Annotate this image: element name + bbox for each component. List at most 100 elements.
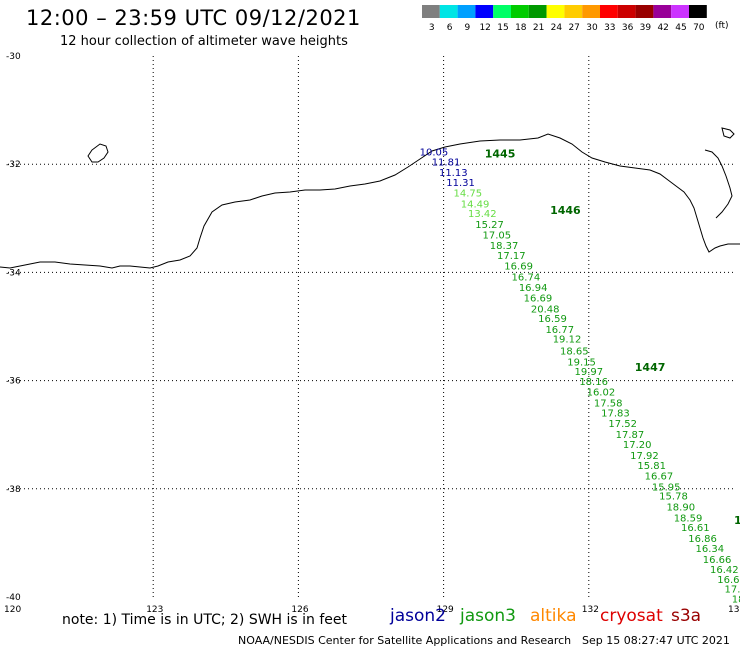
coastline [0,127,740,269]
swh-observation: 15.78 [659,492,688,503]
footer-timestamp: Sep 15 08:27:47 UTC 2021 [582,634,730,647]
swh-observation: 16.66 [703,555,732,566]
swh-observation: 19.15 [567,357,596,368]
swh-observation: 16.69 [524,294,553,305]
swh-observation: 10.05 [420,148,449,159]
cape-fragment [721,127,735,139]
swh-observation: 11.31 [446,178,475,189]
pass-time-label: 1447 [635,361,666,374]
lon-tick-label: 135 [728,605,740,615]
legend-bin-label: 21 [533,23,544,33]
legend-bin-label: 39 [640,23,652,33]
legend-altika: altika [530,606,577,626]
legend-bin-label: 24 [551,23,563,33]
swh-observation: 17.38 [725,585,740,596]
swh-observation: 17.83 [601,408,630,419]
legend-bin-label: 42 [657,23,668,33]
australia-south-coast [0,133,740,269]
legend-jason3: jason3 [460,606,516,626]
swh-observation: 16.61 [681,523,710,534]
lon-tick-label: 126 [291,605,308,615]
altimeter-observations: 10.0511.8111.1311.3114.7514.4913.4215.27… [420,148,740,606]
legend-bin-label: 18 [515,23,527,33]
legend-s3a: s3a [671,606,702,626]
swh-observation: 17.52 [608,419,637,430]
swh-observation: 15.95 [652,482,681,493]
legend-unit: (ft) [715,21,729,31]
legend-swatch [475,5,494,18]
map-subtitle: 12 hour collection of altimeter wave hei… [60,34,348,49]
swh-observation: 16.66 [717,575,740,586]
legend-swatch [653,5,672,18]
time-labels: 1445 1446 1447 1448 [485,148,740,527]
pass-time-label: 1448 [734,514,740,527]
lat-tick-label: -36 [6,377,21,387]
swh-observation: 16.69 [504,262,533,273]
footer-credit: NOAA/NESDIS Center for Satellite Applica… [238,634,572,647]
legend-swatch [635,5,654,18]
swh-observation: 16.02 [587,388,616,399]
legend-swatch [457,5,476,18]
swh-observation: 18.59 [674,513,703,524]
legend-bin-label: 45 [675,23,686,33]
swh-observation: 20.48 [531,304,560,315]
map-title: 12:00 – 23:59 UTC 09/12/2021 [26,6,361,30]
legend-swatch [600,5,618,18]
swh-observation: 14.49 [461,199,490,210]
legend-swatch [493,5,511,18]
note-text: note: 1) Time is in UTC; 2) SWH is in fe… [62,612,348,628]
legend-bin-label: 36 [622,23,634,33]
swh-observation: 18.65 [560,347,589,358]
swh-observation: 17.05 [483,230,512,241]
swh-observation: 13.42 [468,209,497,220]
lon-tick-label: 132 [582,605,599,615]
legend-swatch [546,5,565,18]
swh-observation: 15.81 [637,461,666,472]
swh-observation: 16.74 [512,273,541,284]
legend-swatch [689,5,707,18]
legend-bin-label: 6 [447,23,453,33]
swh-observation: 17.20 [623,440,652,451]
swh-observation: 14.75 [453,189,482,200]
lat-tick-label: -32 [6,160,21,170]
legend-bin-label: 3 [429,23,435,33]
swh-observation: 11.81 [432,157,461,168]
legend-swatch [671,5,689,18]
swh-observation: 16.67 [645,472,674,483]
lat-tick-label: -30 [6,52,21,62]
legend-cryosat: cryosat [600,606,663,626]
swh-observation: 18.16 [579,377,608,388]
legend-swatch [528,5,547,18]
legend-bin-label: 30 [586,23,598,33]
lon-tick-label: 123 [146,605,163,615]
pass-time-label: 1445 [485,148,516,161]
swh-observation: 16.59 [538,314,567,325]
legend-bin-label: 33 [604,23,615,33]
swh-observation: 19.97 [574,367,603,378]
legend-bin-label: 27 [568,23,579,33]
legend-jason2: jason2 [390,606,446,626]
swh-observation: 16.42 [710,565,739,576]
swh-observation: 17.87 [616,430,645,441]
lat-tick-label: -34 [6,268,21,278]
pass-time-label: 1446 [550,204,581,217]
swh-observation: 15.27 [475,220,504,231]
legend-bin-label: 9 [465,23,471,33]
lon-tick-label: 120 [4,605,21,615]
swh-observation: 17.58 [594,399,623,410]
swh-observation: 18.37 [490,241,519,252]
lat-tick-label: -38 [6,485,21,495]
legend-swatch [617,5,636,18]
color-legend: 3 6 9 12 15 18 21 24 27 30 33 36 39 42 45 70 [422,5,707,33]
legend-swatch [422,5,440,18]
swh-observation: 19.12 [553,335,582,346]
swh-observation: 18.90 [666,502,695,513]
swh-observation: 16.34 [695,544,724,555]
legend-swatch [439,5,458,18]
swh-observation: 16.86 [688,534,717,545]
legend-bin-label: 12 [479,23,490,33]
legend-swatch [511,5,529,18]
swh-observation: 16.77 [545,325,574,336]
lon-tick-label: 129 [437,605,454,615]
